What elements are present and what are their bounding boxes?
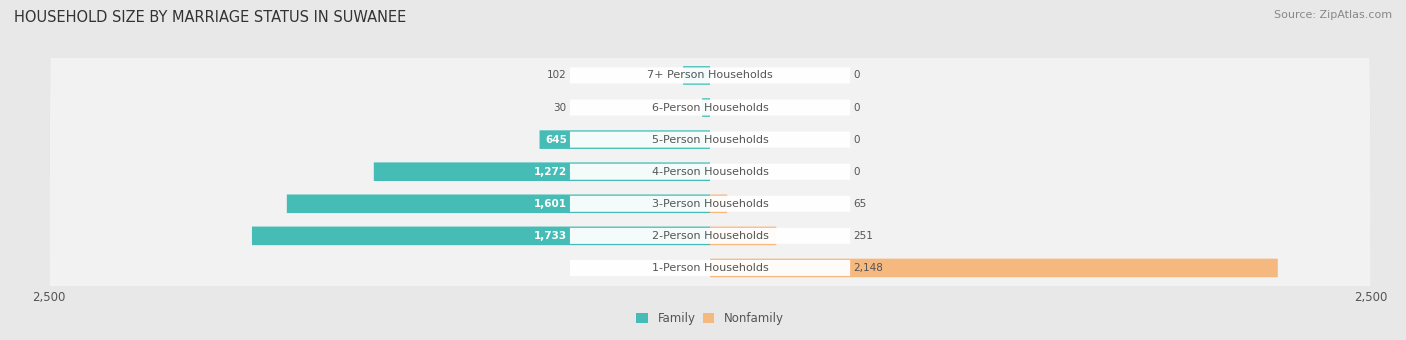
FancyBboxPatch shape xyxy=(374,163,710,181)
FancyBboxPatch shape xyxy=(49,0,1371,340)
FancyBboxPatch shape xyxy=(49,0,1371,340)
Text: 102: 102 xyxy=(547,70,567,81)
FancyBboxPatch shape xyxy=(49,0,1371,340)
Text: 0: 0 xyxy=(853,167,860,177)
Text: 251: 251 xyxy=(853,231,873,241)
Text: HOUSEHOLD SIZE BY MARRIAGE STATUS IN SUWANEE: HOUSEHOLD SIZE BY MARRIAGE STATUS IN SUW… xyxy=(14,10,406,25)
FancyBboxPatch shape xyxy=(540,130,710,149)
Text: 5-Person Households: 5-Person Households xyxy=(651,135,769,144)
FancyBboxPatch shape xyxy=(569,132,851,148)
Text: 4-Person Households: 4-Person Households xyxy=(651,167,769,177)
Text: 1,733: 1,733 xyxy=(534,231,567,241)
FancyBboxPatch shape xyxy=(49,0,1371,340)
FancyBboxPatch shape xyxy=(569,100,851,116)
FancyBboxPatch shape xyxy=(49,0,1371,340)
Text: 6-Person Households: 6-Person Households xyxy=(651,103,769,113)
FancyBboxPatch shape xyxy=(569,196,851,212)
FancyBboxPatch shape xyxy=(49,0,1371,340)
FancyBboxPatch shape xyxy=(710,226,776,245)
FancyBboxPatch shape xyxy=(702,98,710,117)
Legend: Family, Nonfamily: Family, Nonfamily xyxy=(637,312,783,325)
Text: 30: 30 xyxy=(554,103,567,113)
FancyBboxPatch shape xyxy=(569,67,851,83)
FancyBboxPatch shape xyxy=(683,66,710,85)
Text: 1,272: 1,272 xyxy=(534,167,567,177)
FancyBboxPatch shape xyxy=(569,228,851,244)
Text: 0: 0 xyxy=(853,103,860,113)
Text: 7+ Person Households: 7+ Person Households xyxy=(647,70,773,81)
Text: 2,148: 2,148 xyxy=(853,263,883,273)
Text: 1,601: 1,601 xyxy=(534,199,567,209)
Text: 3-Person Households: 3-Person Households xyxy=(651,199,769,209)
Text: 0: 0 xyxy=(853,70,860,81)
FancyBboxPatch shape xyxy=(710,259,1278,277)
Text: 1-Person Households: 1-Person Households xyxy=(651,263,769,273)
FancyBboxPatch shape xyxy=(49,0,1371,340)
FancyBboxPatch shape xyxy=(287,194,710,213)
Text: 65: 65 xyxy=(853,199,866,209)
Text: 0: 0 xyxy=(853,135,860,144)
Text: 2-Person Households: 2-Person Households xyxy=(651,231,769,241)
FancyBboxPatch shape xyxy=(569,260,851,276)
FancyBboxPatch shape xyxy=(252,226,710,245)
Text: Source: ZipAtlas.com: Source: ZipAtlas.com xyxy=(1274,10,1392,20)
FancyBboxPatch shape xyxy=(710,194,727,213)
FancyBboxPatch shape xyxy=(569,164,851,180)
Text: 645: 645 xyxy=(546,135,567,144)
